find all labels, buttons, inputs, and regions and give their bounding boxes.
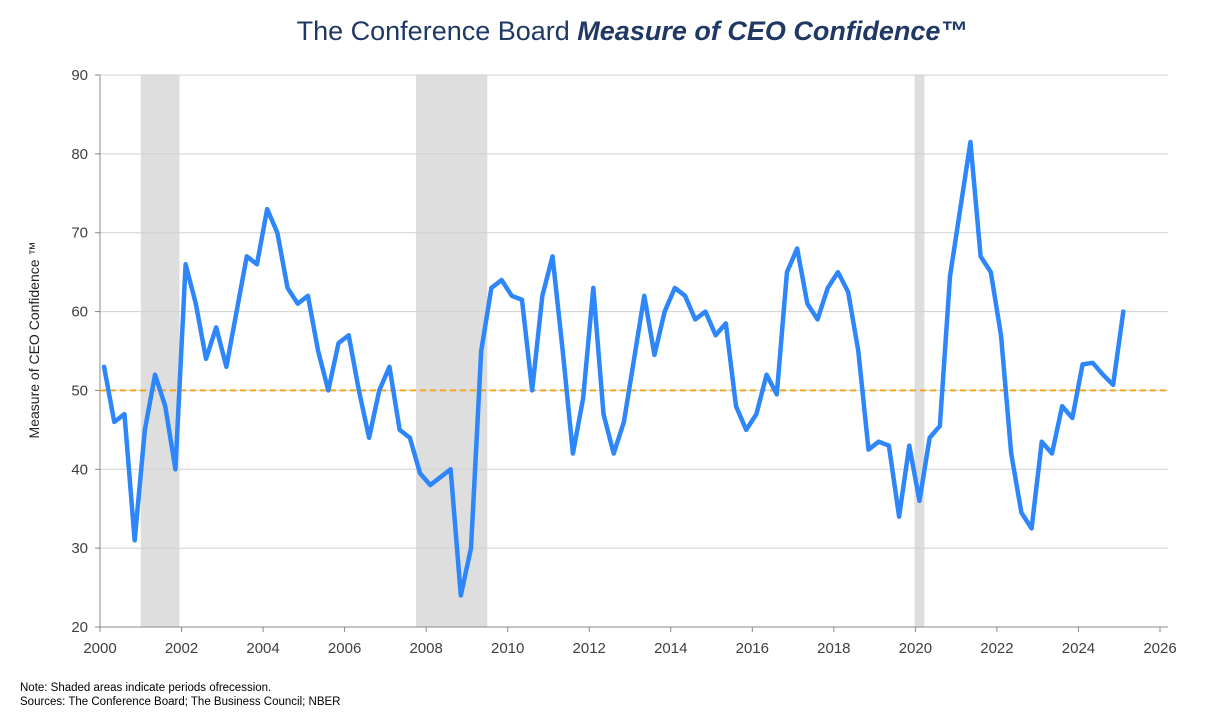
title-prefix: The Conference Board [296, 16, 578, 46]
x-tick-label: 2020 [899, 640, 932, 657]
x-tick-label: 2012 [573, 640, 606, 657]
x-tick-label: 2008 [409, 640, 442, 657]
y-tick-label: 30 [71, 540, 88, 557]
recession-band [140, 75, 180, 627]
note-text: Note: Shaded areas indicate periods ofre… [20, 682, 272, 694]
chart-notes: Note: Shaded areas indicate periods ofre… [20, 681, 340, 709]
y-tick-label: 40 [71, 461, 88, 478]
y-axis-label: Measure of CEO Confidence ™ [26, 242, 42, 439]
x-tick-label: 2024 [1062, 640, 1095, 657]
y-tick-label: 90 [71, 67, 88, 84]
sources-text: Sources: The Conference Board; The Busin… [20, 696, 341, 708]
y-tick-label: 60 [71, 304, 88, 321]
title-emphasis: Measure of CEO Confidence™ [577, 16, 968, 46]
ceo-confidence-line [101, 139, 1126, 598]
x-tick-label: 2014 [654, 640, 687, 657]
x-tick-label: 2006 [328, 640, 361, 657]
x-tick-label: 2004 [246, 640, 279, 657]
y-tick-label: 80 [71, 146, 88, 163]
chart-title: The Conference Board Measure of CEO Conf… [0, 16, 1222, 47]
recession-band [914, 75, 925, 627]
x-tick-label: 2018 [817, 640, 850, 657]
x-tick-label: 2010 [491, 640, 524, 657]
x-tick-label: 2026 [1143, 640, 1176, 657]
x-tick-label: 2000 [83, 640, 116, 657]
x-tick-label: 2022 [980, 640, 1013, 657]
y-tick-label: 50 [71, 382, 88, 399]
y-tick-label: 70 [71, 225, 88, 242]
y-tick-label: 20 [71, 619, 88, 636]
x-tick-label: 2002 [165, 640, 198, 657]
x-tick-label: 2016 [736, 640, 769, 657]
recession-band [415, 75, 488, 627]
